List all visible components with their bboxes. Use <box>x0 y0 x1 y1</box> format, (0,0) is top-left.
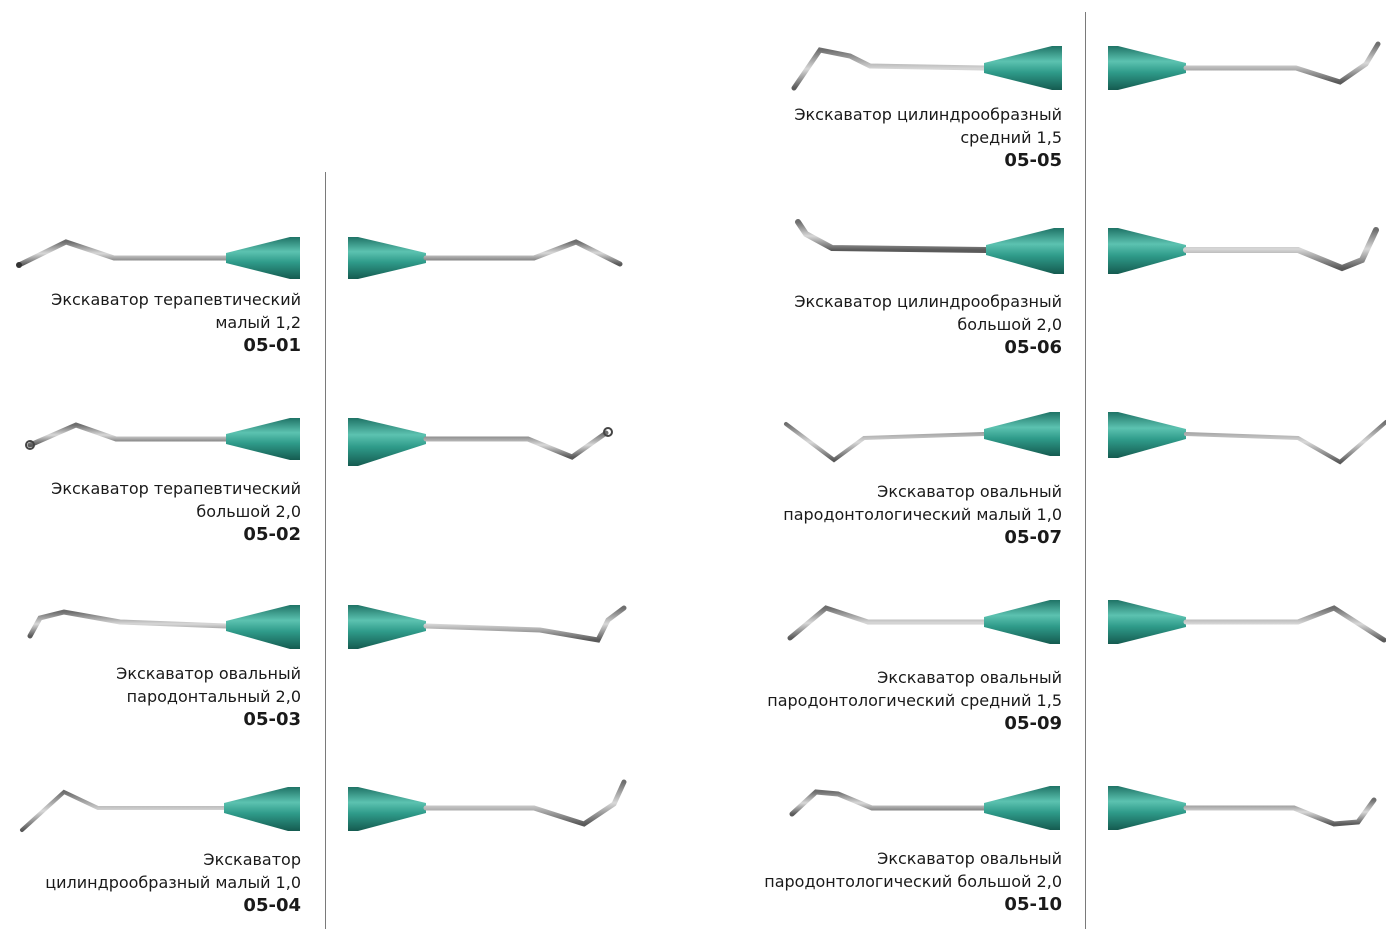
product-label: Экскаватор овальный пародонтальный 2,0 0… <box>116 662 301 732</box>
product-code: 05-01 <box>243 335 301 356</box>
excavator-icon <box>348 779 627 831</box>
product-name-line1: Экскаватор овальный <box>116 664 301 683</box>
product-name-line2: большой 2,0 <box>957 315 1062 334</box>
product-code: 05-05 <box>1004 150 1062 171</box>
excavator-icon <box>348 418 613 466</box>
excavator-icon <box>1108 786 1377 830</box>
product-label: Экскаватор овальный пародонтологический … <box>767 666 1062 736</box>
product-name-line2: пародонтологический малый 1,0 <box>783 505 1062 524</box>
product-code: 05-03 <box>243 709 301 730</box>
product-name-line1: Экскаватор овальный <box>877 668 1062 687</box>
product-code: 05-02 <box>243 524 301 545</box>
product-label: Экскаватор цилиндрообразный большой 2,0 … <box>794 290 1062 360</box>
excavator-icon <box>16 237 300 279</box>
excavator-icon <box>795 219 1064 274</box>
excavator-icon <box>1108 600 1386 644</box>
product-name-line1: Экскаватор <box>203 850 301 869</box>
product-code: 05-04 <box>243 895 301 916</box>
product-name-line1: Экскаватор цилиндрообразный <box>794 292 1062 311</box>
product-name-line2: большой 2,0 <box>196 502 301 521</box>
excavator-icon <box>20 787 300 832</box>
excavator-icon <box>27 605 300 649</box>
product-name-line1: Экскаватор терапевтический <box>51 290 301 309</box>
product-name-line2: пародонтологический большой 2,0 <box>764 872 1062 891</box>
product-name-line1: Экскаватор овальный <box>877 849 1062 868</box>
excavator-icon <box>787 600 1060 644</box>
product-label: Экскаватор цилиндрообразный малый 1,0 05… <box>45 848 301 918</box>
product-code: 05-09 <box>1004 713 1062 734</box>
product-code: 05-07 <box>1004 527 1062 548</box>
excavator-icon <box>25 418 300 460</box>
excavator-icon <box>1108 412 1386 465</box>
excavator-icon <box>348 237 623 279</box>
product-name-line2: малый 1,2 <box>215 313 301 332</box>
excavator-icon <box>1108 41 1381 90</box>
product-name-line1: Экскаватор терапевтический <box>51 479 301 498</box>
excavator-icon <box>348 605 627 649</box>
product-label: Экскаватор овальный пародонтологический … <box>783 480 1062 550</box>
product-name-line2: средний 1,5 <box>960 128 1062 147</box>
product-code: 05-10 <box>1004 894 1062 915</box>
product-label: Экскаватор овальный пародонтологический … <box>764 847 1062 917</box>
product-name-line2: пародонтологический средний 1,5 <box>767 691 1062 710</box>
product-name-line1: Экскаватор цилиндрообразный <box>794 105 1062 124</box>
product-name-line2: цилиндрообразный малый 1,0 <box>45 873 301 892</box>
product-name-line2: пародонтальный 2,0 <box>126 687 301 706</box>
column-divider-right <box>1085 12 1086 929</box>
product-label: Экскаватор терапевтический малый 1,2 05-… <box>51 288 301 358</box>
excavator-icon <box>1108 227 1379 274</box>
product-label: Экскаватор цилиндрообразный средний 1,5 … <box>794 103 1062 173</box>
excavator-icon <box>784 412 1060 463</box>
excavator-icon <box>791 46 1062 91</box>
product-code: 05-06 <box>1004 337 1062 358</box>
product-label: Экскаватор терапевтический большой 2,0 0… <box>51 477 301 547</box>
column-divider-left <box>325 172 326 929</box>
excavator-icon <box>789 786 1060 830</box>
product-name-line1: Экскаватор овальный <box>877 482 1062 501</box>
